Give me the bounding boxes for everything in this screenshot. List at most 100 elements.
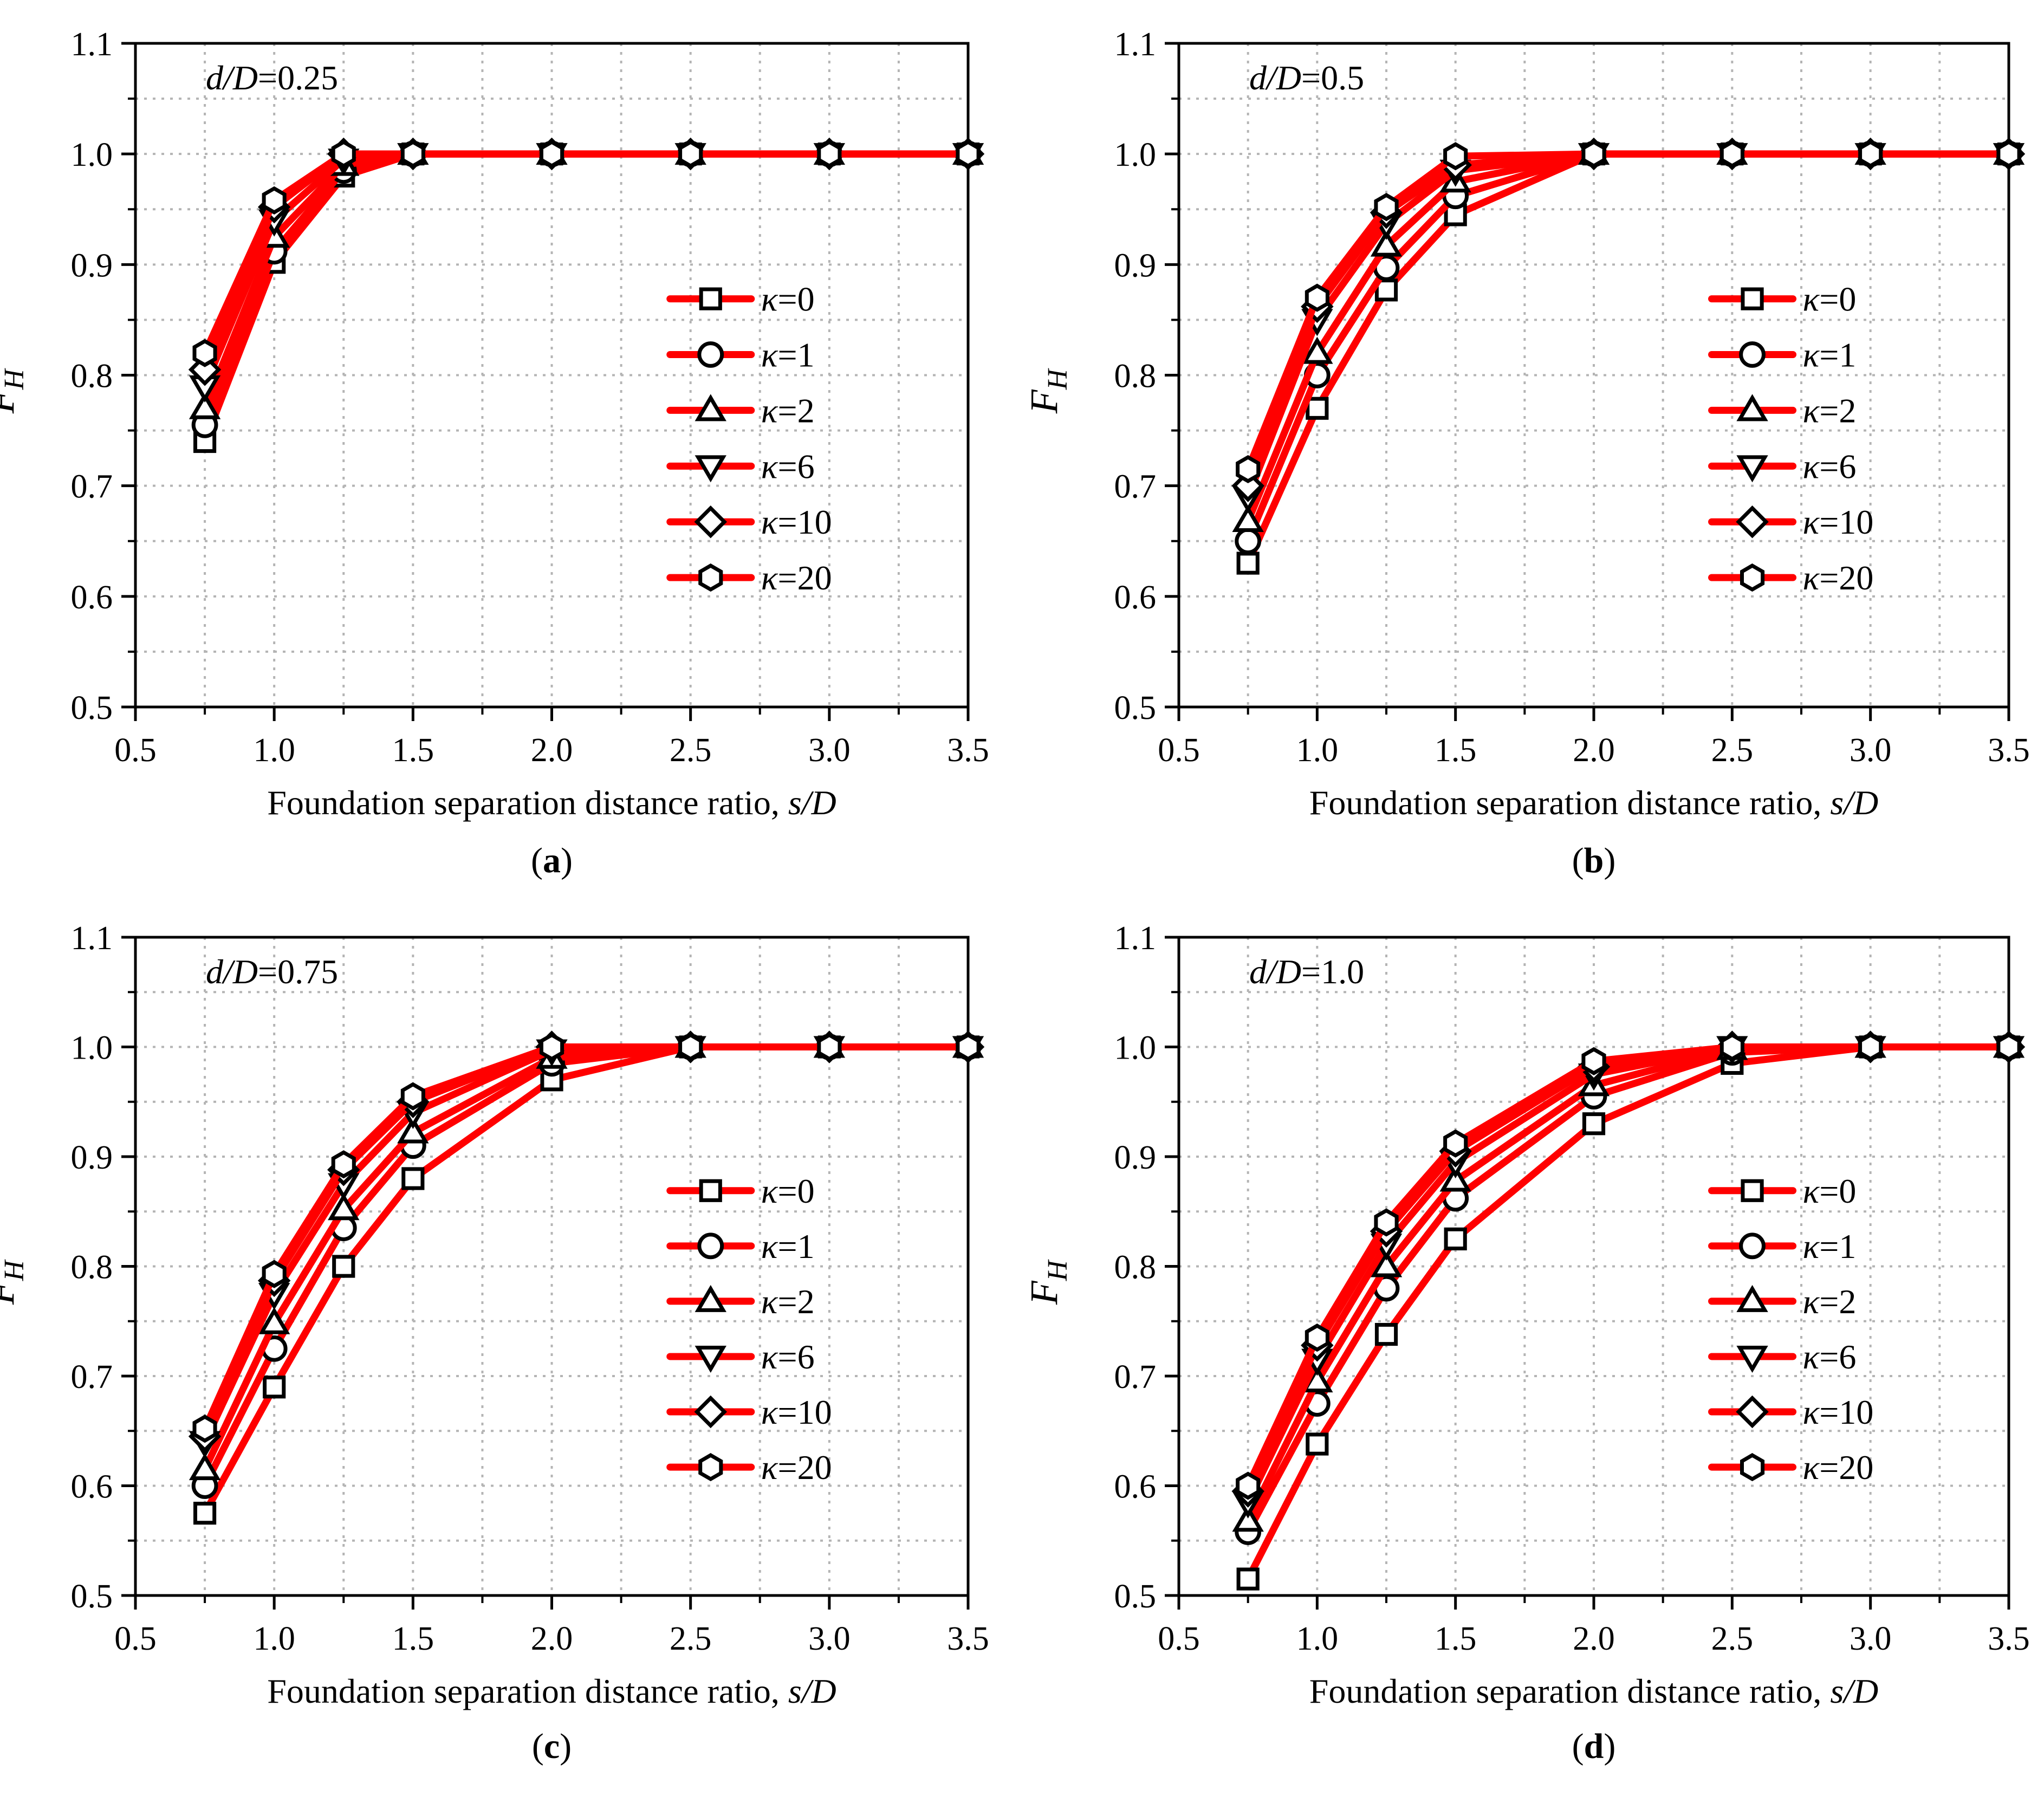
series-kappa-20 <box>1236 1033 2021 1500</box>
y-tick-label: 1.1 <box>71 26 113 63</box>
annotation-var: d/D <box>206 952 258 991</box>
x-tick-label: 2.5 <box>670 1620 712 1657</box>
legend-kappa: κ <box>761 1338 778 1376</box>
data-point <box>1858 140 1883 168</box>
legend-kappa: κ <box>761 336 778 374</box>
legend-kappa: κ <box>1803 1448 1820 1487</box>
y-tick-label: 0.5 <box>1114 690 1157 726</box>
data-point <box>1236 552 1260 575</box>
legend-marker <box>695 394 726 421</box>
data-point <box>1374 1208 1399 1237</box>
legend-label: κ=2 <box>1803 1282 1857 1321</box>
x-tick-label: 3.0 <box>808 1620 851 1657</box>
data-point <box>328 1193 360 1221</box>
legend-value: =20 <box>777 559 832 597</box>
annotation-value: =0.5 <box>1301 59 1364 97</box>
chart-panel-c: 0.5 1.0 1.5 2.0 2.5 3.0 3.5 0.5 0.6 0.7 0.8 0.9 1.0 1… <box>0 920 989 1766</box>
y-tick-label: 0.9 <box>1114 1139 1157 1176</box>
legend-marker <box>1741 1179 1764 1202</box>
x-axis-title-var: s/D <box>788 1672 836 1710</box>
legend-label: κ=1 <box>761 336 815 374</box>
legend-value: =6 <box>777 1338 814 1376</box>
legend-kappa: κ <box>1803 336 1820 374</box>
series-line <box>201 150 972 412</box>
legend-value: =2 <box>1819 391 1856 430</box>
y-tick-label: 0.7 <box>1114 1359 1157 1396</box>
y-tick-label: 0.5 <box>71 690 113 726</box>
legend-kappa: κ <box>1803 559 1820 597</box>
x-tick-label: 1.5 <box>392 732 434 769</box>
x-axis-title: Foundation separation distance ratio, s/… <box>1309 783 1878 822</box>
series-line <box>201 1043 972 1517</box>
series-line <box>201 150 972 357</box>
legend-label: κ=20 <box>761 1448 832 1487</box>
series-kappa-6 <box>189 1036 984 1458</box>
legend-kappa: κ <box>1803 280 1820 319</box>
x-axis: 0.5 1.0 1.5 2.0 2.5 3.0 3.5 <box>1158 1595 2030 1657</box>
data-point <box>817 140 842 168</box>
series-line <box>201 1043 972 1440</box>
legend-marker <box>695 1285 726 1312</box>
y-axis: 0.5 0.6 0.7 0.8 0.9 1.0 1.1 <box>1114 920 1179 1615</box>
x-tick-label: 1.0 <box>1296 1620 1339 1657</box>
x-axis-title-text: Foundation separation distance ratio, <box>267 1672 788 1710</box>
y-axis-title-sub: H <box>1042 1259 1073 1281</box>
legend-value: =0 <box>777 1172 814 1210</box>
panel-label-letter: c <box>544 1727 560 1766</box>
data-point <box>1719 1033 1744 1061</box>
y-tick-label: 0.9 <box>1114 247 1157 284</box>
x-tick-label: 0.5 <box>114 1620 157 1657</box>
series-line <box>1244 150 2013 567</box>
y-tick-label: 0.8 <box>1114 358 1157 395</box>
series-kappa-20 <box>192 1033 981 1443</box>
x-tick-label: 1.0 <box>253 732 295 769</box>
x-tick-label: 2.5 <box>670 732 712 769</box>
data-point <box>539 1033 564 1061</box>
legend-kappa: κ <box>761 1448 778 1487</box>
legend-kappa: κ <box>761 280 778 319</box>
y-axis-title: FH <box>1022 1259 1073 1305</box>
data-point <box>1370 1250 1403 1277</box>
legend-marker <box>1736 394 1768 421</box>
data-point <box>189 392 221 419</box>
series-kappa-20 <box>192 140 981 367</box>
y-tick-label: 0.5 <box>71 1578 113 1615</box>
panel-label: (d) <box>1572 1727 1616 1766</box>
data-point <box>262 1260 287 1288</box>
y-axis-title-sub: H <box>1042 368 1073 390</box>
series-kappa-20 <box>1236 140 2021 484</box>
panel-label-open: ( <box>532 1727 544 1766</box>
legend-marker <box>1736 1395 1769 1429</box>
y-tick-label: 0.6 <box>1114 1469 1157 1506</box>
legend-label: κ=6 <box>761 447 815 485</box>
legend-kappa: κ <box>761 559 778 597</box>
legend-label: κ=10 <box>761 503 832 541</box>
y-tick-label: 0.6 <box>71 1469 113 1506</box>
legend-marker <box>1740 1453 1765 1482</box>
legend-kappa: κ <box>761 503 778 541</box>
data-point <box>192 1415 217 1443</box>
legend-kappa: κ <box>761 1227 778 1266</box>
chart-panel-d: 0.5 1.0 1.5 2.0 2.5 3.0 3.5 0.5 0.6 0.7 0.8 0.9 1.0 1… <box>1022 920 2030 1766</box>
legend-value: =10 <box>777 503 832 541</box>
legend-label: κ=0 <box>1803 280 1857 319</box>
legend-label: κ=20 <box>1803 1448 1874 1487</box>
x-tick-label: 2.0 <box>531 732 573 769</box>
panel-label-letter: d <box>1584 1727 1604 1766</box>
legend-value: =6 <box>777 447 814 485</box>
series-kappa-10 <box>1231 1030 2026 1508</box>
legend-marker <box>697 1232 724 1260</box>
series-kappa-6 <box>1232 143 2025 514</box>
x-tick-label: 2.0 <box>1573 732 1615 769</box>
y-axis: 0.5 0.6 0.7 0.8 0.9 1.0 1.1 <box>1114 26 1179 726</box>
x-tick-label: 3.5 <box>947 1620 989 1657</box>
data-point <box>400 140 425 168</box>
legend-value: =20 <box>1819 559 1873 597</box>
legend-label: κ=0 <box>761 280 815 319</box>
annotation-var: d/D <box>206 59 258 97</box>
y-axis: 0.5 0.6 0.7 0.8 0.9 1.0 1.1 <box>71 920 135 1615</box>
data-point <box>189 1453 221 1481</box>
y-tick-label: 1.0 <box>1114 137 1157 173</box>
series-line <box>1244 1043 2013 1489</box>
